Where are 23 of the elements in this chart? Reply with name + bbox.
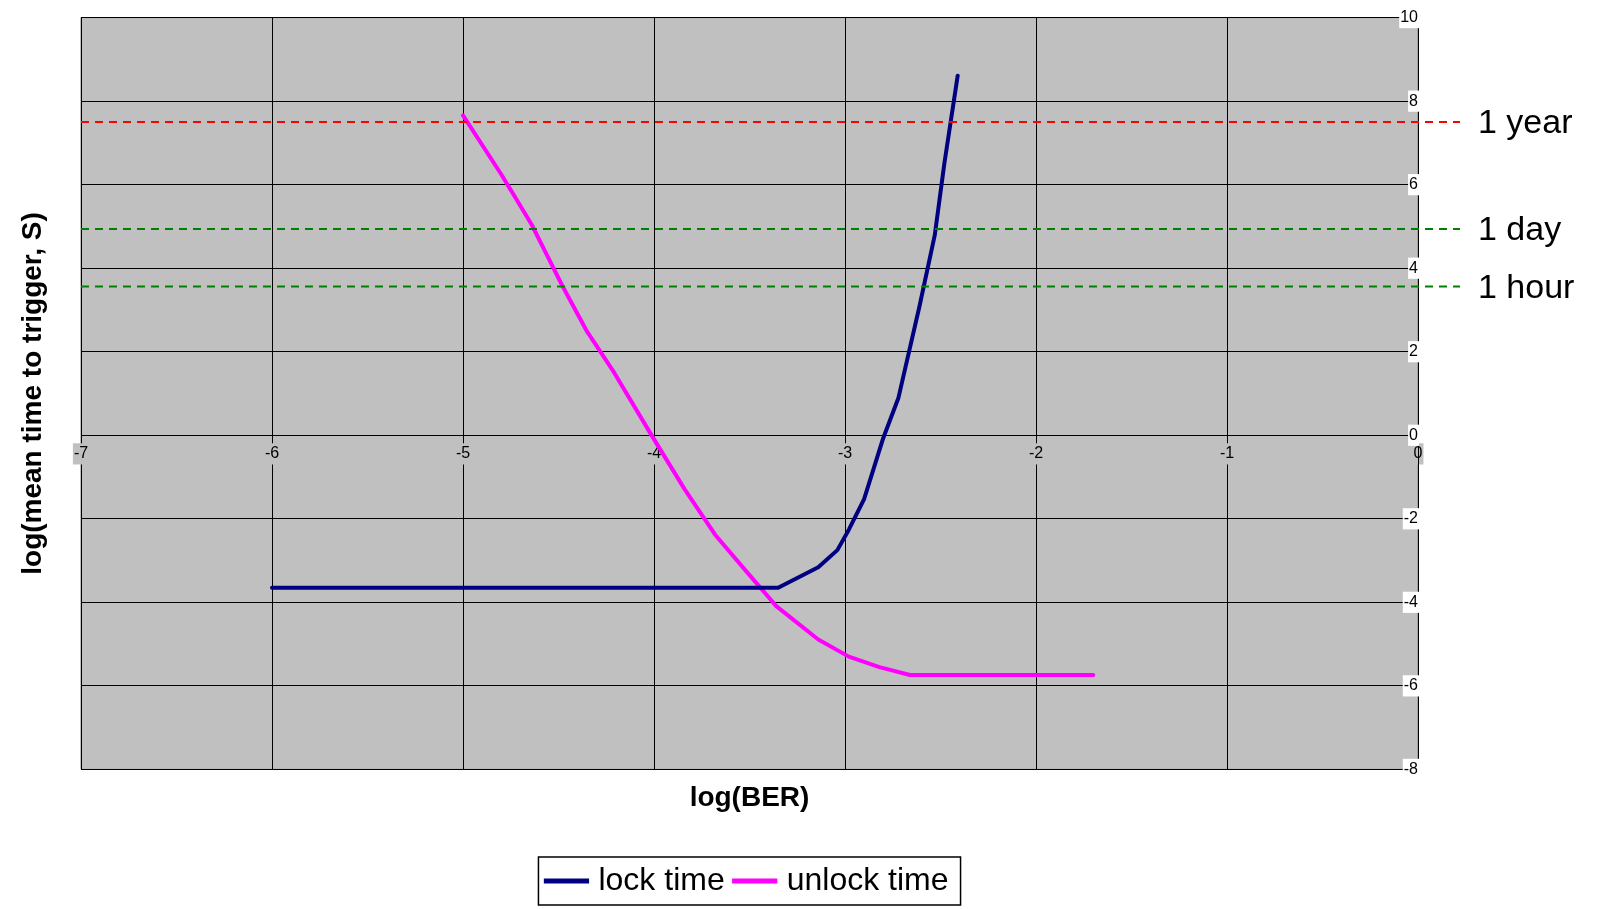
y-tick-label: -2 xyxy=(1403,509,1419,527)
ref-line-label: 1 day xyxy=(1478,209,1562,248)
y-tick-label: 2 xyxy=(1409,342,1419,360)
y-tick-label: 4 xyxy=(1409,258,1419,276)
y-tick-label: 0 xyxy=(1409,425,1419,443)
y-tick-label: 10 xyxy=(1400,8,1419,26)
x-tick-label: -2 xyxy=(1028,444,1044,462)
legend-label: unlock time xyxy=(786,860,949,897)
ref-line-label: 1 year xyxy=(1478,102,1573,141)
x-tick-label: -6 xyxy=(264,444,280,462)
y-tick-label: -4 xyxy=(1403,592,1419,610)
x-tick-label: -3 xyxy=(837,444,853,462)
y-tick-label: 8 xyxy=(1409,91,1419,109)
y-tick-label: -6 xyxy=(1403,676,1419,694)
y-tick-label: -8 xyxy=(1403,759,1419,777)
y-tick-label: 6 xyxy=(1409,175,1419,193)
x-tick-label: -5 xyxy=(455,444,471,462)
ref-line-label: 1 hour xyxy=(1478,266,1575,305)
x-tick-label: -1 xyxy=(1219,444,1235,462)
legend-label: lock time xyxy=(598,860,725,897)
y-axis-title: log(mean time to trigger, S) xyxy=(15,212,47,575)
x-tick-label: -7 xyxy=(73,444,89,462)
x-axis-title: log(BER) xyxy=(689,780,810,812)
